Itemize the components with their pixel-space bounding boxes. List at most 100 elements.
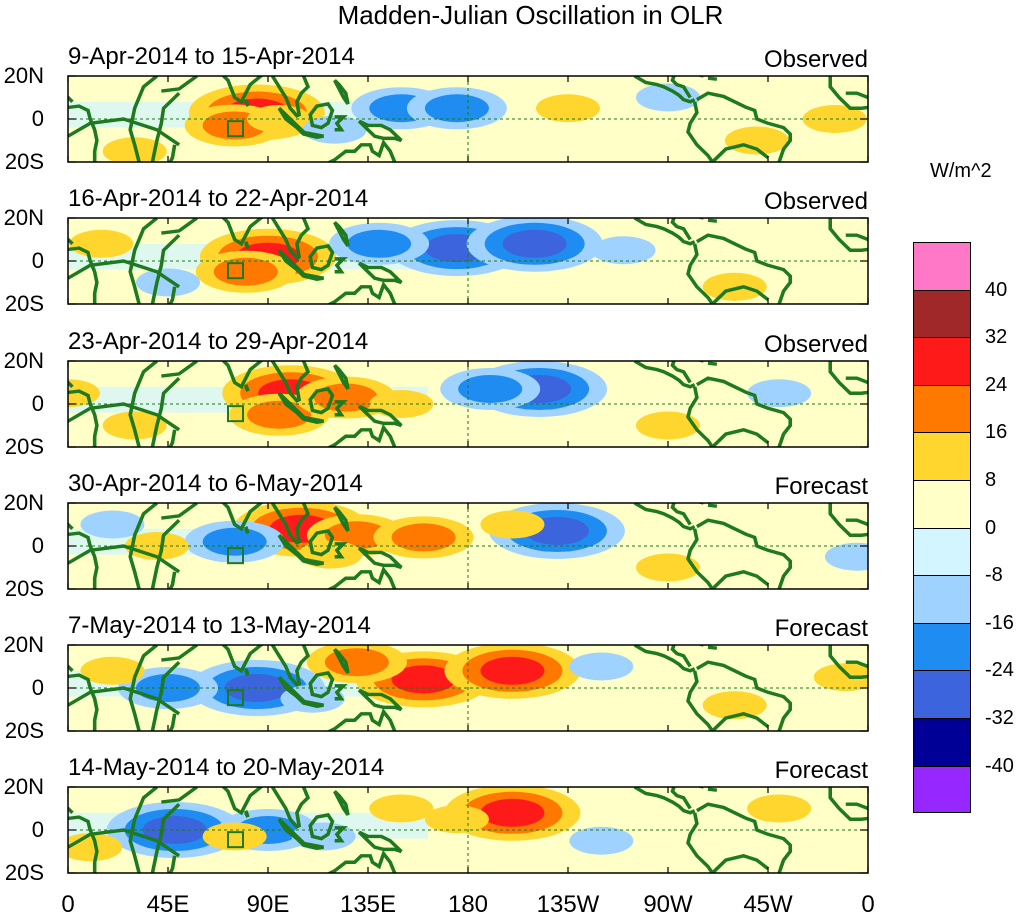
- anomaly-contour: [424, 94, 489, 123]
- panel-date-range: 7-May-2014 to 13-May-2014: [68, 612, 371, 639]
- panel-date-range: 9-Apr-2014 to 15-Apr-2014: [68, 43, 355, 70]
- lat-label: 20S: [4, 718, 44, 743]
- colorbar-label: -32: [985, 707, 1014, 729]
- colorbar-swatch: [913, 717, 971, 766]
- lat-label: 20S: [4, 434, 44, 459]
- colorbar-swatch: [913, 670, 971, 718]
- colorbar-swatch: [913, 479, 971, 528]
- anomaly-contour: [480, 656, 545, 685]
- anomaly-contour: [636, 411, 700, 440]
- anomaly-contour: [142, 816, 207, 844]
- colorbar-swatch: [913, 242, 971, 290]
- lat-label: 0: [31, 817, 44, 842]
- anomaly-contour: [391, 523, 456, 552]
- colorbar-label: -8: [985, 564, 1003, 587]
- panel-kind: Forecast: [774, 615, 868, 642]
- anomaly-contour: [480, 510, 545, 539]
- lon-label: 135W: [536, 891, 600, 918]
- anomaly-contour: [636, 553, 700, 582]
- map-panel: [67, 360, 869, 448]
- lat-label: 20N: [3, 348, 44, 373]
- anomaly-contour: [802, 105, 867, 133]
- panel-kind: Forecast: [774, 473, 868, 500]
- colorbar-label: 0: [985, 516, 997, 539]
- lon-label: 180: [447, 891, 489, 918]
- lat-label: 20S: [4, 576, 44, 601]
- anomaly-contour: [424, 805, 489, 834]
- anomaly-contour: [458, 374, 523, 403]
- lat-label: 0: [31, 675, 44, 700]
- panel-kind: Observed: [763, 331, 868, 358]
- anomaly-contour: [347, 229, 412, 258]
- map-panel: [67, 502, 869, 590]
- figure-title: Madden-Julian Oscillation in OLR: [337, 0, 724, 30]
- lat-label: 20S: [4, 149, 44, 174]
- anomaly-contour: [480, 798, 545, 827]
- anomaly-contour: [824, 542, 868, 571]
- index-box: [227, 689, 244, 707]
- lat-label: 0: [31, 248, 44, 273]
- lon-label: 0: [861, 891, 875, 918]
- anomaly-contour: [213, 257, 278, 286]
- anomaly-contour: [747, 794, 812, 823]
- colorbar-label: -24: [985, 659, 1014, 682]
- lon-label: 90E: [246, 891, 290, 918]
- lat-label: 20S: [4, 860, 44, 885]
- index-box: [227, 262, 244, 280]
- anomaly-contour: [369, 794, 434, 823]
- colorbar-label: 16: [985, 421, 1008, 444]
- anomaly-contour: [569, 652, 634, 681]
- anomaly-contour: [69, 229, 134, 258]
- index-box: [227, 831, 244, 849]
- panel-date-range: 23-Apr-2014 to 29-Apr-2014: [68, 328, 369, 355]
- lon-label: 45W: [743, 891, 793, 918]
- map-panel: [67, 786, 869, 874]
- colorbar-label: 32: [985, 326, 1008, 349]
- colorbar-label: 24: [985, 373, 1008, 396]
- panel-date-range: 16-Apr-2014 to 22-Apr-2014: [68, 185, 369, 212]
- lon-label: 0: [61, 891, 75, 918]
- lon-label: 45E: [146, 891, 190, 918]
- anomaly-contour: [702, 272, 767, 301]
- panel-kind: Observed: [763, 46, 868, 73]
- anomaly-contour: [136, 268, 200, 297]
- lat-label: 20N: [3, 490, 44, 515]
- lat-label: 0: [31, 391, 44, 416]
- map-panel: [67, 75, 869, 163]
- colorbar: [913, 242, 971, 814]
- colorbar-label: 8: [985, 469, 997, 491]
- colorbar-label: -16: [985, 611, 1014, 634]
- panel-date-range: 14-May-2014 to 20-May-2014: [68, 754, 385, 781]
- panel-date-range: 30-Apr-2014 to 6-May-2014: [68, 470, 363, 497]
- index-box: [227, 405, 244, 423]
- colorbar-label: 40: [985, 278, 1008, 301]
- map-panel: [67, 644, 869, 732]
- lat-label: 20N: [3, 632, 44, 657]
- anomaly-contour: [813, 663, 868, 692]
- colorbar-label: -40: [985, 754, 1014, 777]
- lat-label: 20N: [3, 205, 44, 230]
- anomaly-contour: [502, 229, 567, 258]
- anomaly-contour: [202, 822, 267, 851]
- lon-label: 90W: [643, 891, 693, 918]
- map-panel: [67, 217, 869, 305]
- lon-label: 135E: [339, 891, 397, 918]
- index-box: [227, 547, 244, 565]
- colorbar-swatch: [913, 765, 971, 814]
- colorbar-swatch: [913, 432, 971, 480]
- anomaly-contour: [747, 379, 812, 408]
- anomaly-contour: [391, 665, 456, 694]
- lat-label: 20S: [4, 291, 44, 316]
- anomaly-contour: [80, 656, 145, 685]
- anomaly-contour: [724, 126, 789, 155]
- anomaly-contour: [569, 826, 634, 855]
- colorbar-swatch: [913, 622, 971, 671]
- index-box: [227, 120, 244, 138]
- colorbar-swatch: [913, 289, 971, 338]
- lat-label: 20N: [3, 774, 44, 799]
- anomaly-contour: [136, 674, 200, 702]
- colorbar-swatch: [913, 337, 971, 385]
- lat-label: 20N: [3, 63, 44, 88]
- anomaly-contour: [80, 510, 145, 539]
